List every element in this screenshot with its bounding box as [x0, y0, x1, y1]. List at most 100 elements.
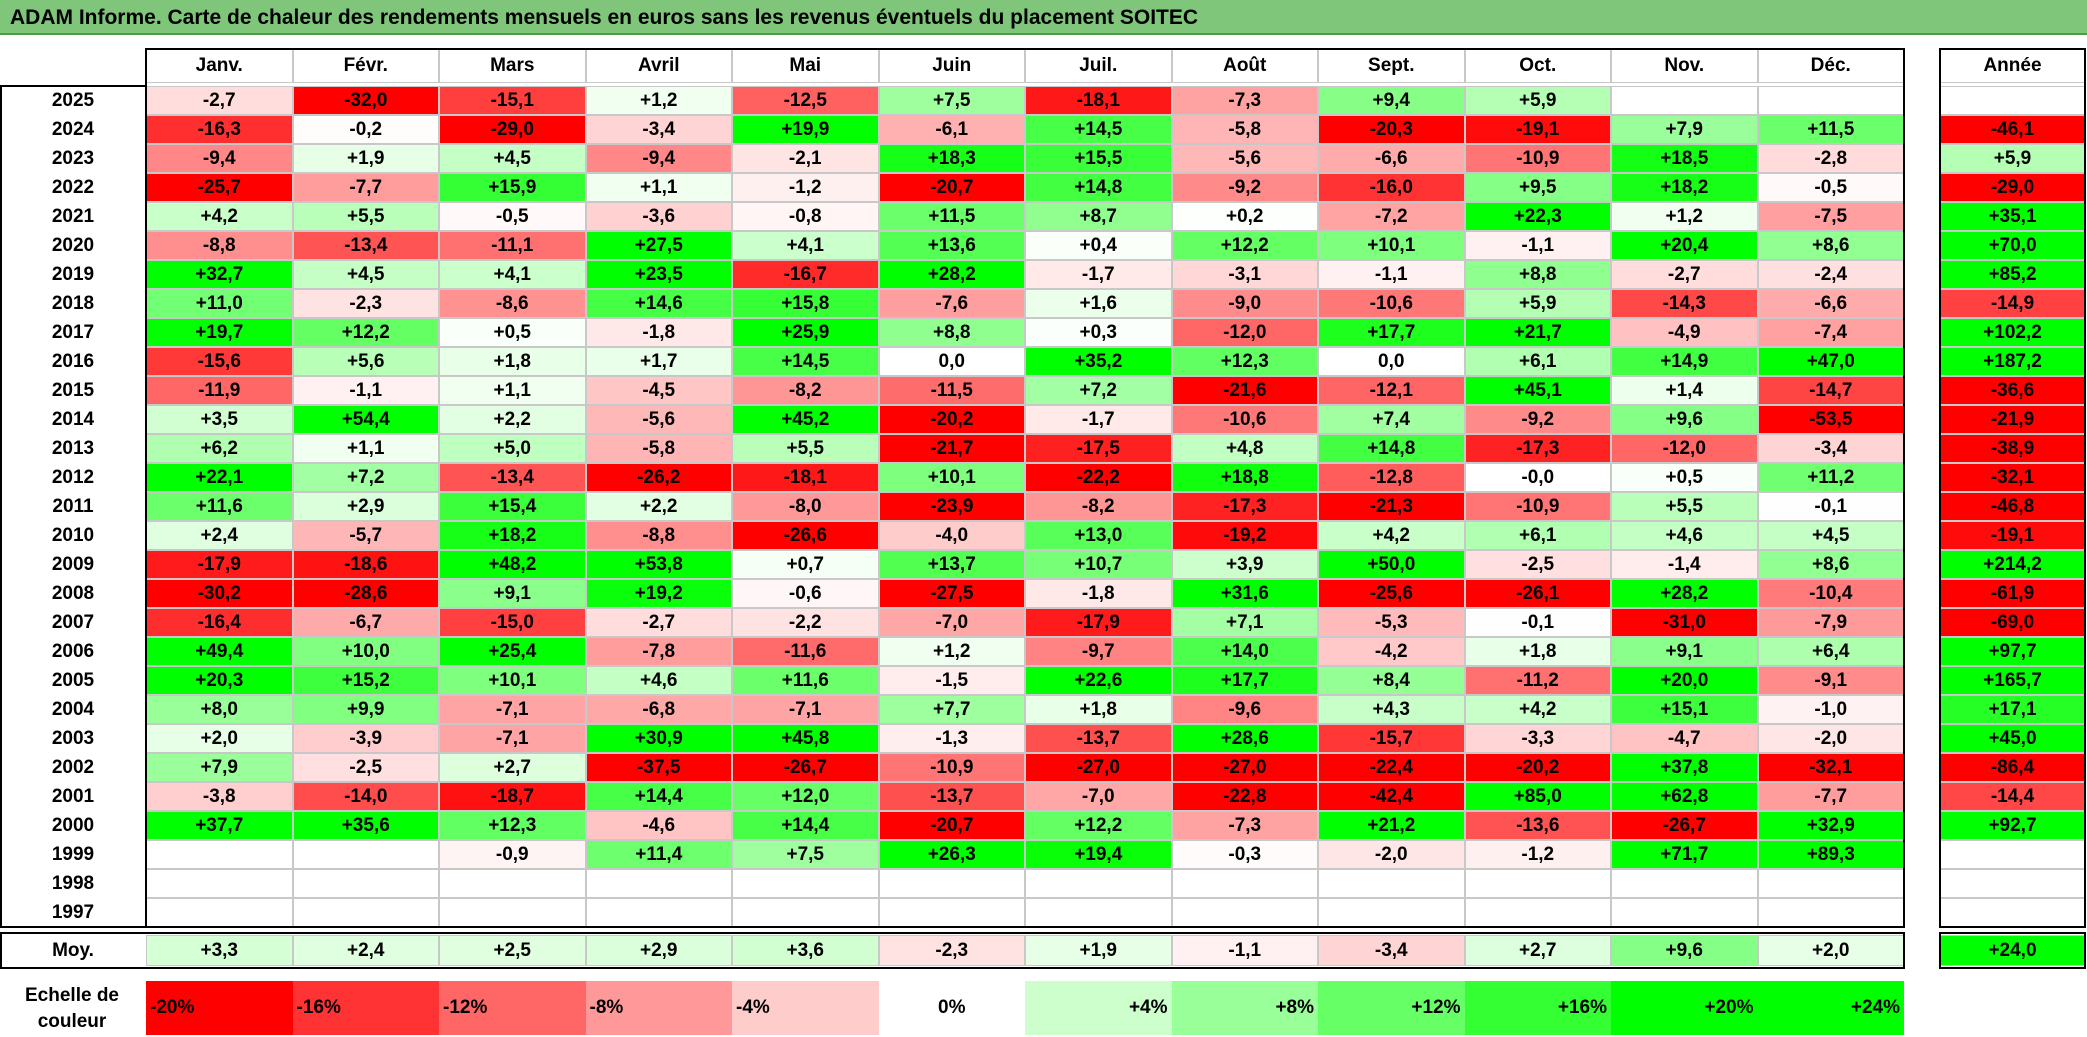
heatmap-cell: +9,1	[439, 579, 586, 608]
heatmap-cell	[1318, 898, 1465, 927]
heatmap-cell: -2,3	[292, 289, 439, 318]
heatmap-cell: -0,5	[439, 202, 586, 231]
heatmap-cell: -19,1	[1464, 115, 1611, 144]
heatmap-cell: +3,5	[146, 405, 293, 434]
heatmap-cell: -7,7	[1757, 782, 1904, 811]
heatmap-cell: -1,2	[732, 173, 879, 202]
average-cell: +2,4	[292, 935, 439, 966]
heatmap-cell: -22,8	[1171, 782, 1318, 811]
annual-cell: -61,9	[1940, 579, 2085, 608]
heatmap-cell: -10,9	[1464, 492, 1611, 521]
heatmap-cell: -8,0	[732, 492, 879, 521]
heatmap-cell: -13,7	[1025, 724, 1172, 753]
heatmap-cell: +1,6	[1025, 289, 1172, 318]
heatmap-cell: -6,8	[585, 695, 732, 724]
heatmap-cell: +14,9	[1611, 347, 1758, 376]
heatmap-cell: -7,0	[1025, 782, 1172, 811]
heatmap-cell: +12,0	[732, 782, 879, 811]
heatmap-cell: -15,7	[1318, 724, 1465, 753]
heatmap-cell: +15,5	[1025, 144, 1172, 173]
heatmap-cell: +19,9	[732, 115, 879, 144]
heatmap-cell	[1757, 869, 1904, 898]
color-scale-step: -20%	[146, 981, 293, 1035]
heatmap-cell: -4,6	[585, 811, 732, 840]
heatmap-cell: -20,2	[878, 405, 1025, 434]
heatmap-cell: +5,9	[1464, 86, 1611, 115]
average-cell: +2,9	[585, 935, 732, 966]
heatmap-cell: +4,5	[1757, 521, 1904, 550]
heatmap-cell: +4,2	[1464, 695, 1611, 724]
heatmap-cell: +12,2	[1171, 231, 1318, 260]
heatmap-cell: -1,7	[1025, 405, 1172, 434]
heatmap-cell: -2,5	[1464, 550, 1611, 579]
heatmap-cell: -0,3	[1171, 840, 1318, 869]
heatmap-cell: +45,1	[1464, 376, 1611, 405]
year-label: 2002	[51, 756, 95, 778]
annual-cell: -14,4	[1940, 782, 2085, 811]
heatmap-cell: +4,1	[439, 260, 586, 289]
heatmap-cell: -1,5	[878, 666, 1025, 695]
heatmap-cell: +10,0	[292, 637, 439, 666]
heatmap-cell: +32,9	[1757, 811, 1904, 840]
heatmap-cell: +19,4	[1025, 840, 1172, 869]
heatmap-cell: +21,2	[1318, 811, 1465, 840]
heatmap-cell: -15,6	[146, 347, 293, 376]
heatmap-cell: 0,0	[878, 347, 1025, 376]
annual-cell: +17,1	[1940, 695, 2085, 724]
heatmap-cell: -4,5	[585, 376, 732, 405]
year-label: 2016	[51, 350, 95, 372]
annual-cell: -19,1	[1940, 521, 2085, 550]
year-label: 2003	[51, 727, 95, 749]
heatmap-cell: -9,1	[1757, 666, 1904, 695]
heatmap-cell	[732, 898, 879, 927]
heatmap-cell: +12,2	[1025, 811, 1172, 840]
heatmap-cell: +28,2	[878, 260, 1025, 289]
average-cell: +1,9	[1025, 935, 1172, 966]
heatmap-cell: -29,0	[439, 115, 586, 144]
heatmap-cell: +14,6	[585, 289, 732, 318]
heatmap-cell: -3,9	[292, 724, 439, 753]
heatmap-cell: +48,2	[439, 550, 586, 579]
heatmap-cell: +4,5	[439, 144, 586, 173]
annual-cell: +214,2	[1940, 550, 2085, 579]
heatmap-cell: +45,2	[732, 405, 879, 434]
heatmap-cell	[1025, 898, 1172, 927]
heatmap-cell: +11,5	[1757, 115, 1904, 144]
heatmap-cell: -2,7	[146, 86, 293, 115]
year-label: 2013	[51, 437, 95, 459]
heatmap-cell: -3,4	[585, 115, 732, 144]
heatmap-cell: +7,5	[878, 86, 1025, 115]
heatmap-cell: -8,8	[585, 521, 732, 550]
annual-cell: -46,8	[1940, 492, 2085, 521]
heatmap-cell: +15,2	[292, 666, 439, 695]
heatmap-cell: +7,2	[1025, 376, 1172, 405]
heatmap-cell: +13,0	[1025, 521, 1172, 550]
year-label: 2007	[51, 611, 95, 633]
year-label: 2001	[51, 785, 95, 807]
annual-cell: +187,2	[1940, 347, 2085, 376]
heatmap-cell: -10,6	[1171, 405, 1318, 434]
heatmap-cell: +7,7	[878, 695, 1025, 724]
heatmap-cell: +20,3	[146, 666, 293, 695]
heatmap-cell	[585, 869, 732, 898]
month-header: Juil.	[1025, 49, 1172, 83]
heatmap-cell: +2,0	[146, 724, 293, 753]
heatmap-cell	[1611, 86, 1758, 115]
color-scale-label: Echelle de couleur	[25, 985, 119, 1032]
month-header: Août	[1171, 49, 1318, 83]
heatmap-cell	[439, 898, 586, 927]
year-label: 2018	[51, 292, 95, 314]
heatmap-cell: -6,6	[1757, 289, 1904, 318]
heatmap-cell: +5,6	[292, 347, 439, 376]
heatmap-cell: +2,9	[292, 492, 439, 521]
heatmap-cell: +28,6	[1171, 724, 1318, 753]
heatmap-cell: +5,5	[1611, 492, 1758, 521]
average-label: Moy.	[52, 939, 94, 961]
heatmap-cell: +10,1	[439, 666, 586, 695]
heatmap-cell: +53,8	[585, 550, 732, 579]
heatmap-cell: +2,2	[439, 405, 586, 434]
heatmap-cell: +2,2	[585, 492, 732, 521]
year-label: 1999	[51, 843, 95, 865]
heatmap-cell: +18,8	[1171, 463, 1318, 492]
heatmap-cell: +4,5	[292, 260, 439, 289]
